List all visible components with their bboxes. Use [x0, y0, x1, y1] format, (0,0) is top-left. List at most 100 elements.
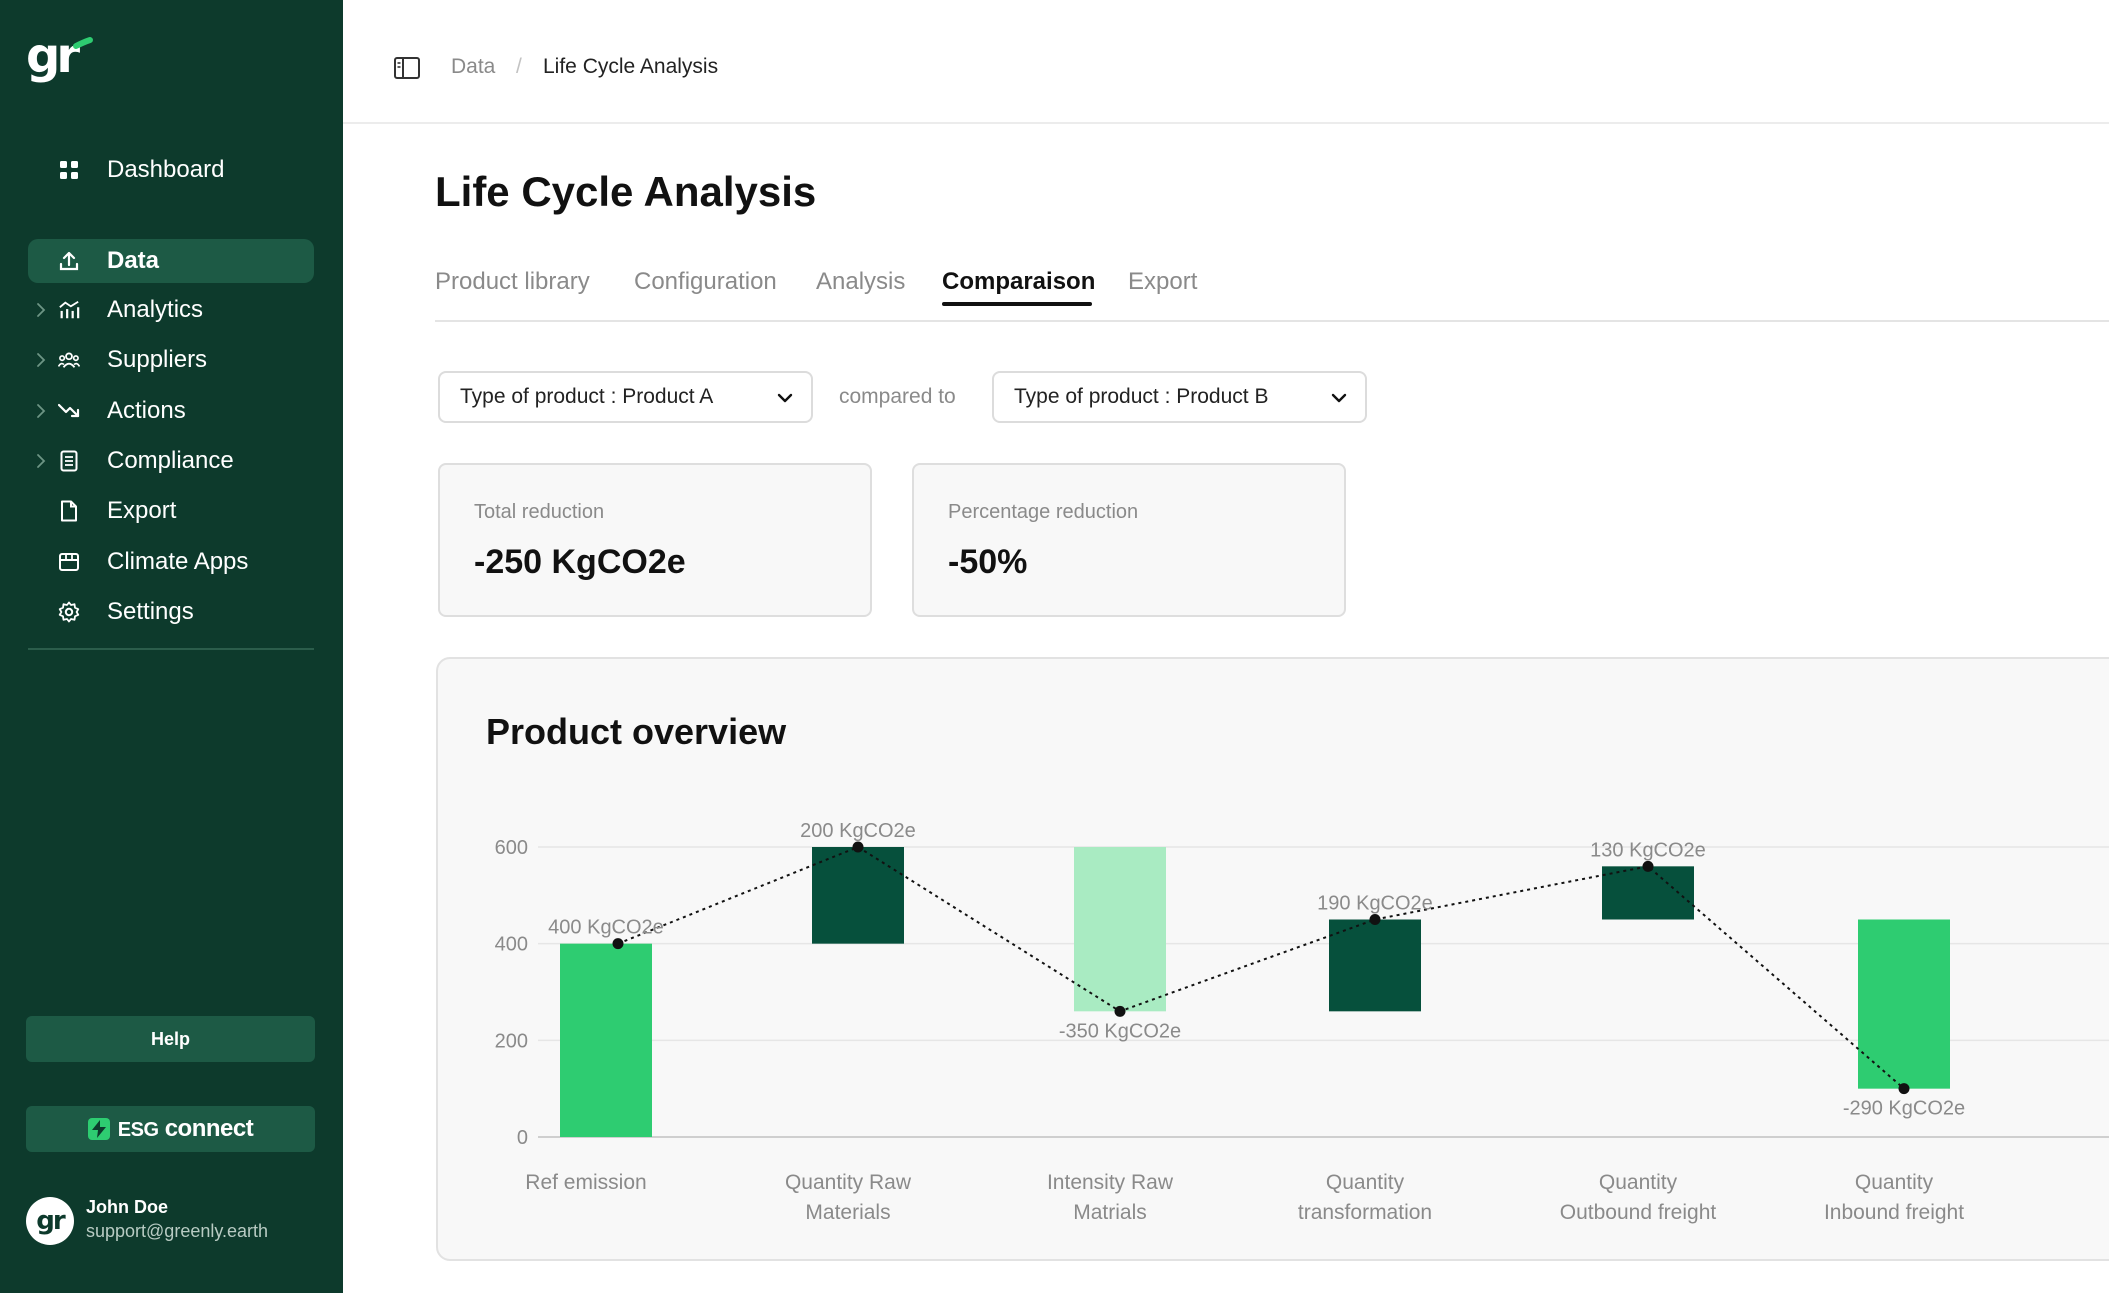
chevron-right-icon[interactable] [36, 403, 46, 419]
user-email: support@greenly.earth [86, 1221, 269, 1241]
esg-connect-label: ESG connect [117, 1115, 254, 1142]
user-profile[interactable]: gr John Doe support@greenly.earth [26, 1195, 326, 1251]
sidebar-item-data[interactable]: Data [28, 239, 314, 283]
store-icon [58, 551, 80, 573]
sidebar-item-settings[interactable]: Settings [28, 590, 314, 634]
x-category-label: Quantity [1855, 1171, 1934, 1194]
sidebar-item-label: Export [107, 497, 177, 524]
sidebar-item-label: Data [107, 247, 160, 274]
sidebar-item-label: Dashboard [107, 156, 225, 183]
svg-text:gr: gr [26, 34, 80, 84]
help-button[interactable]: Help [26, 1016, 315, 1062]
greenly-logo[interactable]: gr [26, 28, 96, 88]
page-title: Life Cycle Analysis [435, 168, 817, 215]
esg-connect-button[interactable]: ESG connect [26, 1106, 315, 1152]
sidebar-toggle-icon[interactable] [394, 57, 420, 79]
stat-label: Percentage reduction [948, 501, 1139, 523]
trend-down-icon [58, 400, 80, 422]
user-name: John Doe [86, 1197, 169, 1217]
help-label: Help [150, 1028, 190, 1049]
waterfall-bar [812, 847, 904, 944]
x-category-label: Matrials [1073, 1201, 1147, 1224]
data-label: -350 KgCO2e [1059, 1020, 1181, 1042]
gear-icon [58, 601, 80, 623]
sidebar-item-climate-apps[interactable]: Climate Apps [28, 540, 314, 584]
stat-label: Total reduction [474, 501, 605, 523]
y-tick-label: 0 [517, 1127, 528, 1149]
waterfall-bar [1858, 919, 1950, 1089]
data-label: 190 KgCO2e [1317, 893, 1433, 915]
x-category-label: Ref emission [525, 1171, 646, 1194]
chevron-right-icon[interactable] [36, 352, 46, 368]
percentage-reduction-card: Percentage reduction -50% [912, 463, 1346, 617]
product-b-select-value: Type of product : Product B [1014, 385, 1269, 408]
waterfall-bar [1329, 919, 1421, 1012]
data-label: -290 KgCO2e [1843, 1098, 1965, 1120]
product-b-select[interactable]: Type of product : Product B [992, 371, 1367, 423]
analytics-icon [58, 299, 80, 321]
waterfall-chart: 600 400 200 0 400 KgCO2e 200 KgCO2e -350 KgCO2… [495, 820, 2109, 1224]
x-category-label: Quantity Raw [785, 1171, 912, 1194]
tab-configuration[interactable]: Configuration [634, 268, 777, 295]
chevron-right-icon[interactable] [36, 453, 46, 469]
data-label: 400 KgCO2e [548, 917, 664, 939]
sidebar-item-label: Compliance [107, 447, 234, 474]
sidebar-item-label: Climate Apps [107, 548, 249, 575]
trend-point [1369, 914, 1381, 925]
y-tick-label: 600 [495, 837, 528, 859]
x-category-label: Materials [805, 1201, 890, 1224]
trend-point [612, 938, 624, 950]
product-a-select-value: Type of product : Product A [460, 385, 714, 408]
sidebar-item-compliance[interactable]: Compliance [28, 439, 314, 483]
x-category-label: Inbound freight [1824, 1201, 1964, 1224]
sidebar-item-suppliers[interactable]: Suppliers [28, 338, 314, 382]
x-category-label: Quantity [1326, 1171, 1405, 1194]
trend-point [1898, 1083, 1910, 1095]
chevron-down-icon [1331, 391, 1347, 403]
sidebar-item-dashboard[interactable]: Dashboard [28, 148, 314, 192]
trend-line [617, 845, 1905, 1090]
x-category-label: transformation [1298, 1201, 1432, 1224]
data-label: 200 KgCO2e [800, 820, 916, 842]
sidebar-item-actions[interactable]: Actions [28, 389, 314, 433]
topbar: Data / Life Cycle Analysis [343, 0, 2109, 124]
sidebar-item-export[interactable]: Export [28, 489, 314, 533]
stat-value: -250 KgCO2e [474, 543, 686, 581]
trend-point [1642, 860, 1654, 872]
tab-comparaison[interactable]: Comparaison [942, 268, 1096, 295]
product-a-select[interactable]: Type of product : Product A [438, 371, 813, 423]
sidebar-divider [28, 648, 314, 650]
waterfall-bar [560, 943, 652, 1137]
sidebar-item-label: Actions [107, 397, 186, 424]
product-overview-card: Product overview 600 400 200 0 400 KgCO2e 200… [436, 657, 2109, 1261]
upload-icon [58, 250, 80, 272]
stat-value: -50% [948, 543, 1028, 581]
tab-export[interactable]: Export [1128, 268, 1198, 295]
breadcrumb-parent[interactable]: Data [451, 55, 496, 78]
sidebar-item-analytics[interactable]: Analytics [28, 288, 314, 332]
grid-icon [58, 159, 80, 181]
sidebar-item-label: Analytics [107, 296, 204, 323]
tab-bar: Product library Configuration Analysis C… [435, 262, 2109, 322]
compared-to-label: compared to [839, 385, 956, 408]
tab-product-library[interactable]: Product library [435, 268, 590, 295]
waterfall-bar [1074, 847, 1166, 1012]
users-icon [58, 349, 80, 371]
chart-title: Product overview [486, 711, 787, 752]
chevron-right-icon[interactable] [36, 302, 46, 318]
avatar: gr [26, 1197, 74, 1245]
total-reduction-card: Total reduction -250 KgCO2e [438, 463, 872, 617]
file-icon [58, 500, 80, 522]
breadcrumb-current: Life Cycle Analysis [543, 55, 719, 78]
data-label: 130 KgCO2e [1590, 839, 1706, 861]
tab-analysis[interactable]: Analysis [816, 268, 906, 295]
sidebar: gr Dashboard Data Analytics Suppliers Action… [0, 0, 343, 1293]
document-list-icon [58, 450, 80, 472]
sidebar-item-label: Settings [107, 598, 194, 625]
active-tab-underline [942, 302, 1092, 306]
x-category-label: Outbound freight [1560, 1201, 1717, 1224]
x-category-label: Quantity [1599, 1171, 1678, 1194]
logo-mark: gr [26, 28, 93, 84]
sidebar-item-label: Suppliers [107, 346, 208, 373]
